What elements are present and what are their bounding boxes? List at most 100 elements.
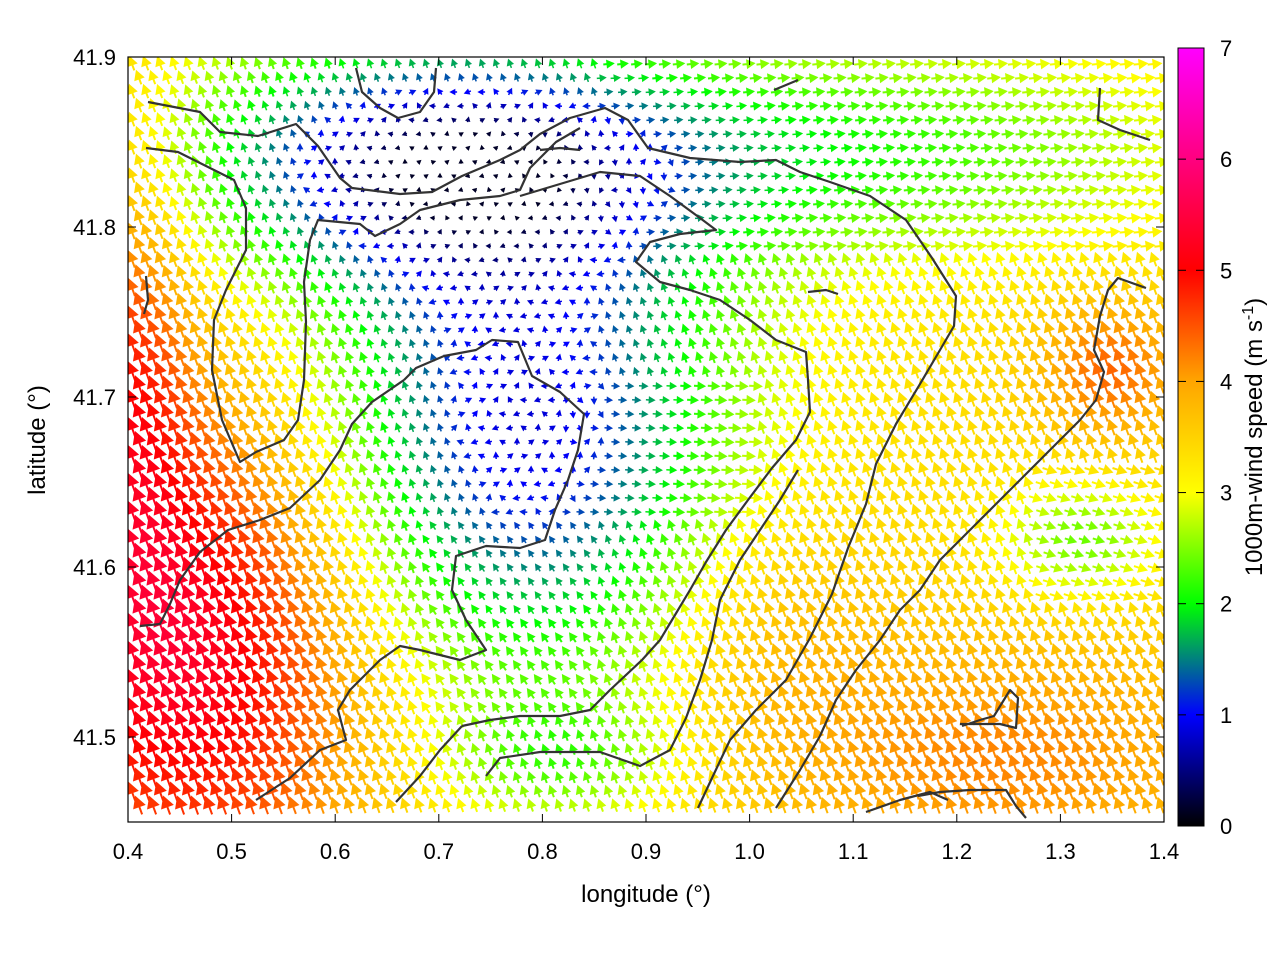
wind-arrow (618, 144, 625, 151)
wind-arrow (792, 350, 803, 365)
wind-arrow (261, 156, 269, 167)
wind-arrow (1133, 198, 1149, 210)
wind-arrow (660, 228, 670, 236)
wind-arrow (359, 296, 368, 307)
wind-arrow (338, 58, 347, 69)
wind-arrow (268, 85, 277, 97)
wind-arrow (388, 103, 396, 110)
wind-arrow (535, 258, 542, 264)
wind-arrow (541, 270, 548, 277)
wind-arrow (966, 87, 980, 98)
wind-arrow (882, 143, 895, 153)
wind-arrow (598, 129, 605, 137)
wind-arrow (826, 59, 840, 70)
wind-arrow (896, 227, 910, 238)
x-tick-label: 0.8 (527, 839, 558, 864)
wind-arrow (660, 282, 669, 293)
wind-arrow (632, 227, 640, 236)
wind-arrow (380, 338, 389, 349)
wind-arrow (352, 227, 359, 236)
wind-arrow (548, 58, 557, 69)
wind-arrow (561, 368, 570, 376)
wind-arrow (820, 294, 831, 309)
wind-arrow (1022, 199, 1036, 210)
wind-arrow (161, 292, 174, 310)
wind-arrow (367, 255, 374, 264)
wind-arrow (540, 298, 548, 305)
wind-arrow (604, 173, 611, 180)
wind-arrow (973, 213, 987, 224)
wind-arrow (437, 339, 444, 348)
wind-arrow (367, 117, 375, 124)
wind-arrow (387, 131, 394, 138)
wind-arrow (555, 353, 562, 362)
wind-arrow (155, 112, 166, 127)
wind-arrow (535, 172, 541, 178)
wind-arrow (646, 116, 656, 124)
wind-arrow (423, 174, 429, 179)
wind-arrow (550, 173, 555, 179)
wind-arrow (183, 251, 194, 267)
wind-arrow (995, 252, 1006, 267)
wind-arrow (1126, 156, 1142, 168)
wind-arrow (750, 214, 762, 223)
wind-arrow (1014, 73, 1029, 84)
wind-arrow (1029, 129, 1043, 140)
wind-arrow (854, 87, 868, 97)
wind-arrow (1057, 157, 1071, 168)
wind-arrow (750, 322, 761, 336)
wind-arrow (938, 115, 952, 125)
wind-arrow (282, 226, 291, 237)
wind-arrow (1044, 265, 1055, 281)
wind-arrow (239, 280, 250, 295)
wind-arrow (819, 73, 833, 84)
wind-arrow (791, 73, 805, 84)
wind-arrow (1106, 306, 1119, 324)
wind-arrow (918, 321, 929, 337)
wind-arrow (764, 350, 775, 364)
wind-arrow (659, 88, 670, 97)
wind-arrow (1127, 293, 1140, 310)
wind-arrow (162, 126, 173, 141)
wind-arrow (1099, 348, 1112, 367)
wind-arrow (542, 102, 549, 109)
wind-arrow (826, 227, 840, 238)
wind-arrow (605, 228, 612, 235)
wind-arrow (513, 381, 520, 389)
wind-arrow (666, 242, 677, 250)
wind-arrow (325, 145, 333, 152)
wind-arrow (267, 308, 278, 323)
wind-arrow (1133, 170, 1149, 182)
wind-arrow (535, 201, 541, 207)
wind-arrow (598, 187, 605, 194)
wind-arrow (1105, 86, 1121, 98)
wind-arrow (226, 141, 235, 153)
wind-arrow (542, 325, 549, 334)
wind-arrow (756, 87, 770, 97)
wind-arrow (603, 59, 615, 69)
wind-arrow (428, 298, 437, 305)
wind-arrow (639, 102, 649, 110)
wind-arrow (1001, 213, 1015, 224)
wind-arrow (688, 337, 697, 349)
wind-arrow (562, 228, 568, 235)
wind-arrow (394, 228, 401, 235)
wind-arrow (1043, 348, 1056, 366)
wind-arrow (605, 367, 612, 376)
wind-arrow (904, 349, 915, 365)
wind-arrow (190, 182, 201, 196)
wind-arrow (402, 73, 409, 82)
wind-arrow (203, 321, 216, 338)
wind-arrow (465, 116, 471, 123)
wind-arrow (484, 354, 493, 362)
wind-arrow (639, 296, 647, 307)
wind-arrow (267, 280, 278, 294)
wind-arrow (331, 268, 340, 279)
wind-arrow (958, 240, 974, 252)
wind-arrow (688, 254, 697, 265)
wind-arrow (1043, 321, 1056, 338)
wind-arrow (479, 144, 485, 150)
wind-arrow (148, 153, 159, 169)
wind-arrow (309, 308, 320, 322)
wind-arrow (708, 214, 719, 223)
